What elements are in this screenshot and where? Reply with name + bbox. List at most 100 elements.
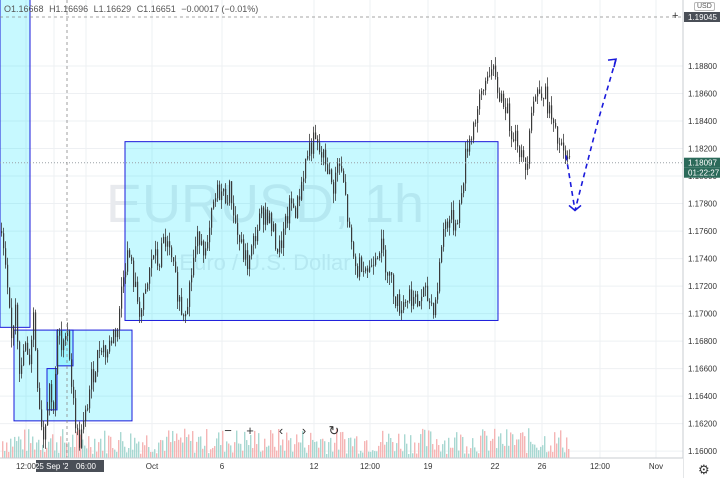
volume-bar [440,451,442,458]
candle-body [3,233,5,249]
volume-bar [168,430,170,458]
candle-body [533,101,535,113]
volume-bar [500,433,502,458]
candle-body [1,231,3,234]
zoom-out-button[interactable]: − [224,423,232,438]
candle-body [371,265,373,267]
volume-bar [156,453,158,458]
volume-bar [266,446,268,458]
candle-body [427,285,429,302]
y-tick-label: 1.16000 [688,447,717,456]
candle-body [137,281,139,302]
candle-body [77,428,79,430]
volume-bar [62,429,64,458]
volume-bar [292,451,294,458]
candle-body [183,314,185,317]
candle-body [399,294,401,314]
volume-bar [182,442,184,458]
gear-icon[interactable]: ⚙ [698,462,710,477]
candle-body [425,285,427,288]
candle-body [319,142,321,153]
scroll-left-button[interactable]: ‹ [278,423,284,438]
currency-badge[interactable]: USD [694,2,715,11]
volume-bar [548,451,550,458]
volume-bar [396,443,398,458]
volume-bar [348,437,350,458]
volume-bar [158,442,160,458]
candle-body [109,340,111,352]
candle-body [193,257,195,276]
candle-body [523,150,525,158]
x-tick-label: 06:00 [76,462,97,471]
volume-bar [232,452,234,458]
candle-body [215,198,217,202]
volume-bar [112,448,114,458]
volume-bar [556,443,558,458]
candle-body [153,255,155,259]
candle-body [555,122,557,127]
volume-bar [126,452,128,458]
volume-bar [320,439,322,458]
volume-bar [474,447,476,458]
volume-bar [322,438,324,458]
candle-body [293,203,295,208]
volume-bar [400,448,402,458]
candle-body [351,227,353,243]
volume-bar [354,438,356,458]
crosshair-plus-icon[interactable]: + [672,10,679,22]
volume-bar [524,436,526,458]
candle-body [49,384,51,410]
volume-bar [50,438,52,458]
volume-bar [40,450,42,458]
volume-bar [100,438,102,458]
volume-bar [140,453,142,458]
candle-body [225,188,227,204]
candle-body [275,224,277,249]
zoom-in-button[interactable]: + [246,423,254,438]
volume-bar [472,438,474,458]
volume-bar [218,432,220,458]
volume-bar [68,442,70,458]
candle-body [169,241,171,248]
volume-bar [186,437,188,458]
volume-bar [192,431,194,458]
candle-body [179,296,181,302]
candle-body [317,139,319,143]
candle-body [111,340,113,344]
y-tick-label: 1.18800 [688,62,717,71]
volume-bar [102,450,104,458]
candle-body [419,301,421,307]
reset-chart-button[interactable]: ↻ [328,423,340,438]
volume-bar [442,444,444,458]
ohlc-low: L1.16629 [93,4,132,14]
volume-bar [506,429,508,458]
candle-body [499,92,501,102]
zone-box [124,141,499,321]
candle-body [145,289,147,294]
candle-body [541,93,543,99]
candle-body [203,241,205,256]
candle-body [339,163,341,166]
volume-bar [464,453,466,458]
volume-bar [550,445,552,458]
candle-body [127,250,129,272]
volume-bar [386,441,388,458]
scroll-right-button[interactable]: › [301,423,307,438]
candle-body [393,274,395,297]
volume-bar [18,436,20,458]
x-tick-label: 26 [538,462,547,471]
candle-body [205,248,207,256]
volume-bar [198,436,200,458]
volume-bar [178,439,180,458]
volume-bar [210,449,212,458]
volume-bar [566,437,568,458]
volume-bar [318,447,320,458]
volume-bar [540,446,542,458]
candle-body [241,239,243,243]
x-tick-highlight [36,460,72,472]
candle-body [307,156,309,159]
volume-bar [456,432,458,458]
candle-body [79,429,81,448]
volume-bar [460,434,462,458]
